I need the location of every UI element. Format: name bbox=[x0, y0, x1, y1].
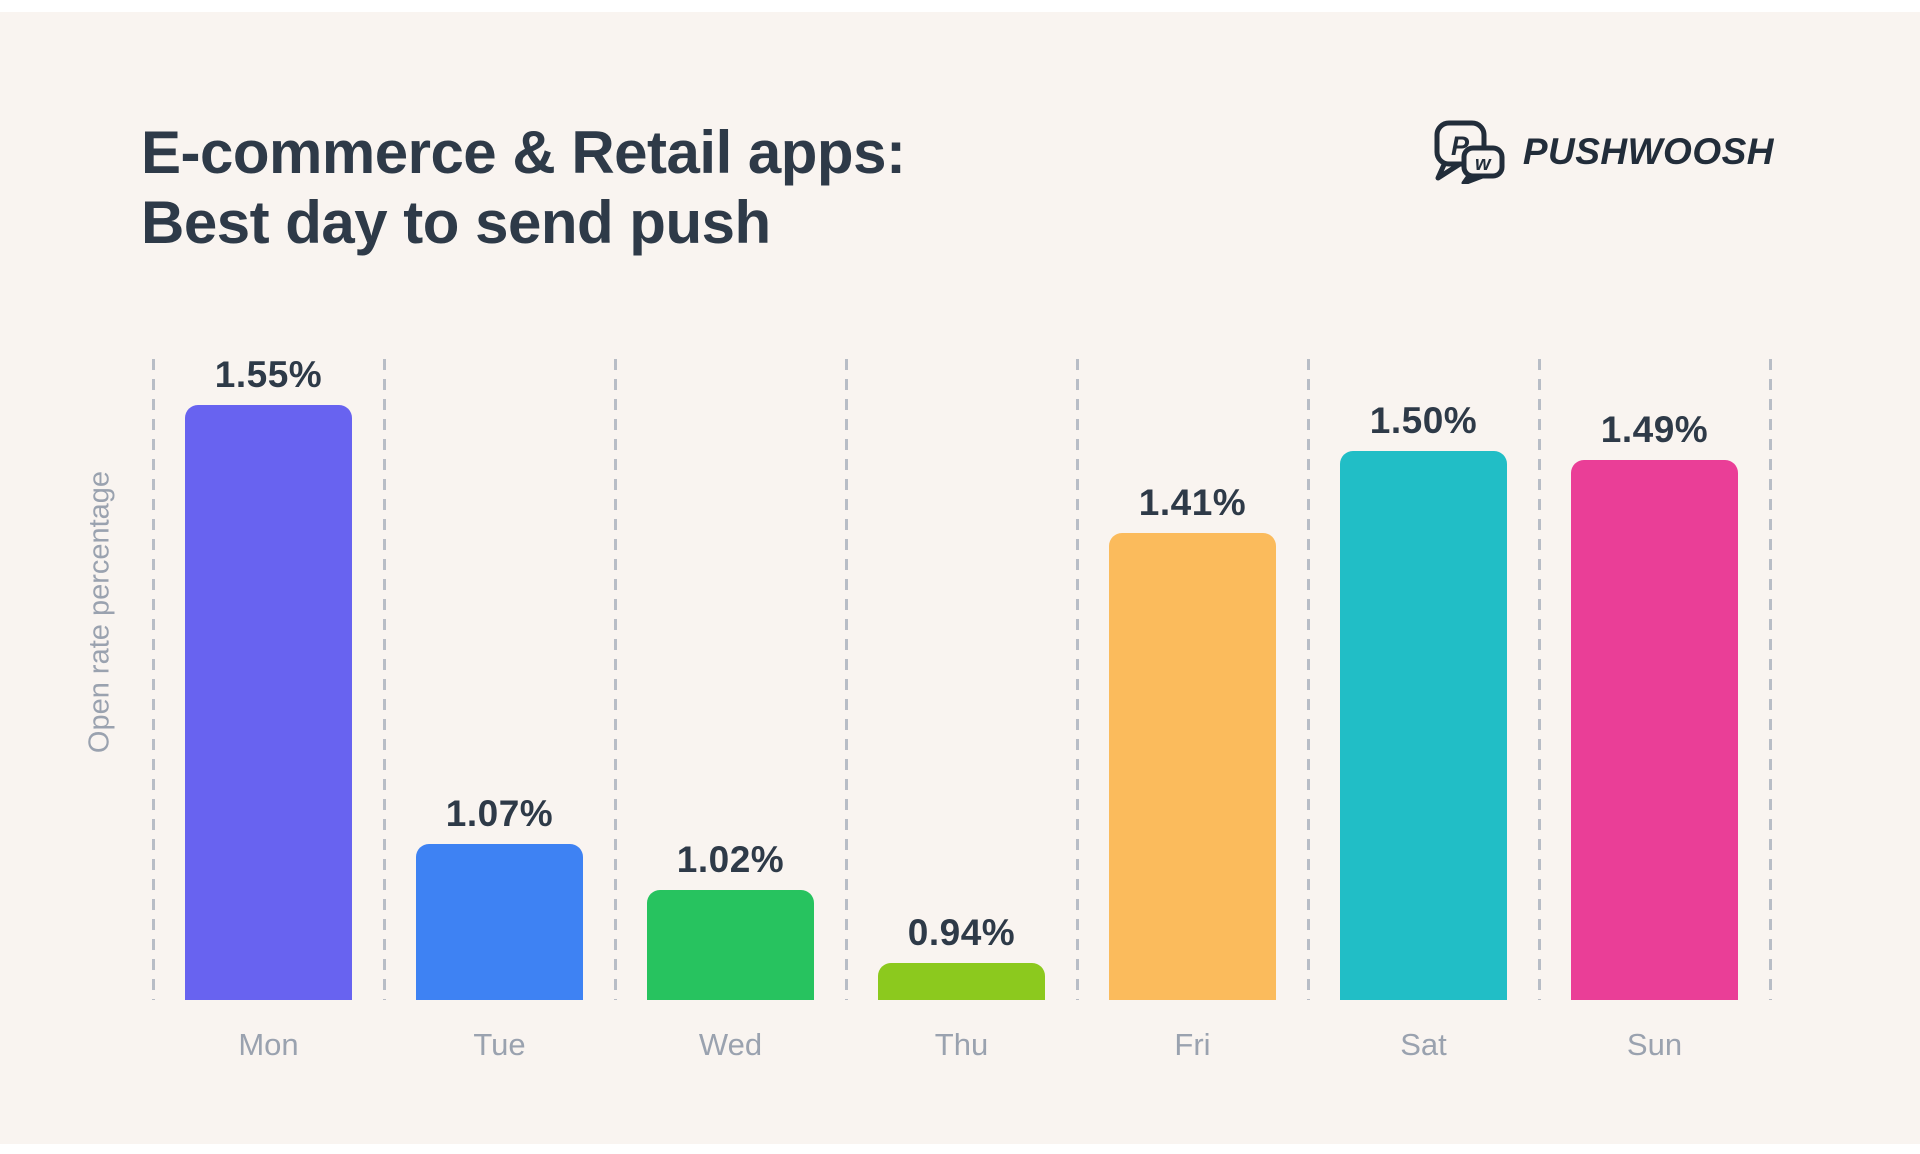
bar-sun bbox=[1571, 460, 1738, 1000]
svg-text:w: w bbox=[1475, 153, 1492, 175]
chart-column-wed: 1.02% Wed bbox=[615, 359, 846, 1062]
bar-value-label: 1.50% bbox=[1369, 400, 1478, 441]
bar-sat bbox=[1340, 451, 1507, 1000]
bar-value-label: 0.94% bbox=[907, 912, 1016, 953]
bar-chart: 1.55% Mon 1.07% Tue 1.02% Wed 0.94% Thu … bbox=[152, 354, 1772, 1062]
chart-column-sun: 1.49% Sun bbox=[1539, 359, 1770, 1062]
page-title: E-commerce & Retail apps: Best day to se… bbox=[141, 118, 906, 258]
bar-wed bbox=[647, 890, 814, 1000]
chart-column-mon: 1.55% Mon bbox=[153, 354, 384, 1062]
dashed-gridline bbox=[383, 359, 386, 1000]
chart-column-sat: 1.50% Sat bbox=[1308, 359, 1539, 1062]
bar-thu bbox=[878, 963, 1045, 1000]
bar-value-label: 1.55% bbox=[214, 354, 323, 395]
y-axis-label: Open rate percentage bbox=[83, 470, 116, 754]
dashed-gridline bbox=[1076, 359, 1079, 1000]
bar-value-label: 1.41% bbox=[1138, 482, 1247, 523]
brand-lockup: P w PUSHWOOSH bbox=[1433, 120, 1774, 184]
bar-fri bbox=[1109, 533, 1276, 1000]
chart-column-fri: 1.41% Fri bbox=[1077, 359, 1308, 1062]
dashed-gridline bbox=[845, 359, 848, 1000]
x-axis-tick-label: Mon bbox=[238, 1027, 299, 1062]
dashed-gridline bbox=[1769, 359, 1772, 1000]
dashed-gridline bbox=[1538, 359, 1541, 1000]
bar-value-label: 1.07% bbox=[445, 793, 554, 834]
x-axis-tick-label: Thu bbox=[934, 1027, 989, 1062]
pushwoosh-logo-icon: P w bbox=[1434, 120, 1505, 184]
x-axis-tick-label: Wed bbox=[698, 1027, 763, 1062]
bar-value-label: 1.49% bbox=[1600, 409, 1709, 450]
chart-column-tue: 1.07% Tue bbox=[384, 359, 615, 1062]
dashed-gridline bbox=[1307, 359, 1310, 1000]
bar-tue bbox=[416, 844, 583, 1000]
page-title-line1: E-commerce & Retail apps: bbox=[141, 119, 906, 186]
bar-value-label: 1.02% bbox=[676, 839, 785, 880]
x-axis-tick-label: Fri bbox=[1174, 1027, 1211, 1062]
x-axis-tick-label: Tue bbox=[473, 1027, 526, 1062]
x-axis-tick-label: Sat bbox=[1400, 1027, 1447, 1062]
brand-name: PUSHWOOSH bbox=[1522, 131, 1774, 172]
chart-column-thu: 0.94% Thu bbox=[846, 359, 1077, 1062]
bar-mon bbox=[185, 405, 352, 1000]
page-title-line2: Best day to send push bbox=[141, 189, 771, 256]
dashed-gridline bbox=[614, 359, 617, 1000]
x-axis-tick-label: Sun bbox=[1626, 1027, 1683, 1062]
dashed-gridline bbox=[152, 359, 155, 1000]
